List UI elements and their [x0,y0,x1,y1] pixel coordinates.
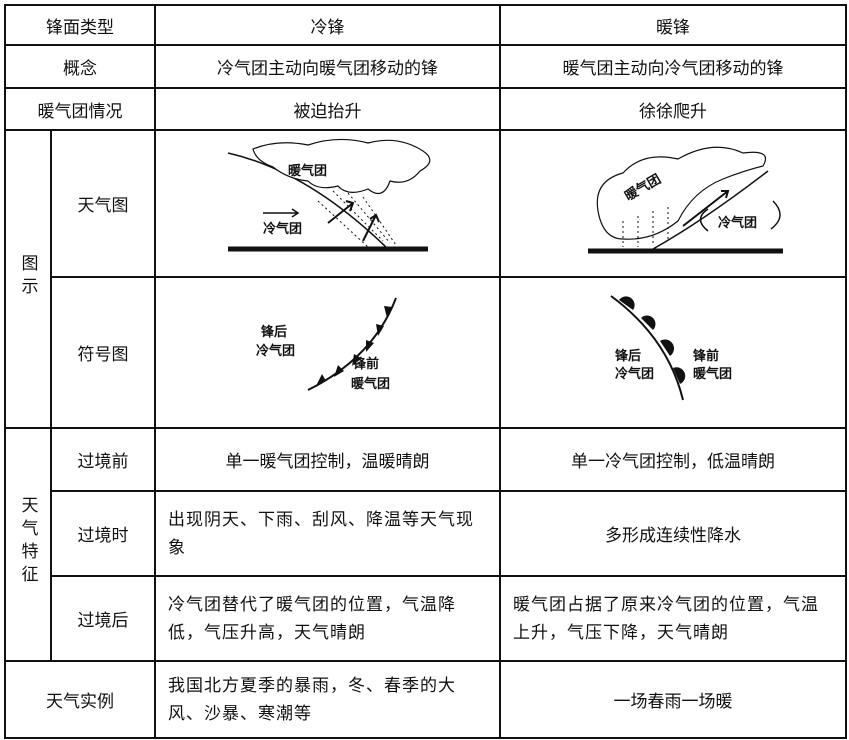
front-symbol [619,296,686,384]
row-label: 过境前 [50,427,156,492]
row-label: 概念 [4,44,156,89]
group-label: 天气特征 [4,427,52,662]
header-cell: 锋面类型 [4,4,156,46]
row: 过境时 出现阴天、下雨、刮风、降温等天气现象 多形成连续性降水 [5,490,847,577]
group-label-text: 图示 [17,253,38,300]
cell: 我国北方夏季的暴雨，冬、春季的大风、沙暴、寒潮等 [154,660,501,739]
diagram-label: 锋前 [353,356,379,372]
diagram-cell: 锋后 冷气团 锋前 暖气团 [499,276,847,429]
row-label: 过境时 [50,490,156,577]
diagram-label: 暖气团 [351,376,390,392]
row-label: 天气图 [50,129,156,278]
arrow [361,213,380,242]
warm-symbol-map: 锋后 冷气团 锋前 暖气团 [610,295,732,401]
arrow [699,200,781,232]
cell: 暖气团占据了原来冷气团的位置，气温上升，气压下降，天气晴朗 [499,575,847,662]
row: 暖气团情况 被迫抬升 徐徐爬升 [4,87,847,131]
front-symbol [315,306,392,386]
diagram-label: 冷气团 [615,366,654,382]
cloud [596,146,767,240]
diagram-cell: 锋后 冷气团 锋前 暖气团 [154,276,501,429]
row: 天气特征 过境前 单一暖气团控制，温暖晴朗 单一冷气团控制，低温晴朗 [4,427,847,662]
diagram-label: 冷气团 [718,215,757,231]
arrow [682,190,730,227]
cell: 一场春雨一场暖 [499,660,847,739]
front-line [227,152,389,250]
row-label: 过境后 [50,575,156,662]
header-row: 锋面类型 冷锋 暖锋 [4,4,847,46]
cell: 单一冷气团控制，低温晴朗 [499,427,847,492]
diagram-label: 冷气团 [256,343,295,359]
rain [622,207,669,247]
diagram-cell: 暖气团 冷气团 [499,129,847,278]
diagram-label: 锋后 [615,348,641,364]
cell: 多形成连续性降水 [499,490,847,577]
cell: 徐徐爬升 [499,87,847,131]
front-line [610,295,684,401]
header-cell: 暖锋 [499,4,847,46]
cloud [251,138,430,195]
row-label: 天气实例 [4,660,156,739]
cell: 冷气团替代了暖气团的位置，气温降低，气压升高，天气晴朗 [154,575,501,662]
row: 图示 天气图 暖气团 冷气团 暖气团 冷气团 [4,129,847,429]
cold-symbol-map: 锋后 冷气团 锋前 暖气团 [256,297,397,392]
cell: 被迫抬升 [154,87,501,131]
cell: 单一暖气团控制，温暖晴朗 [154,427,501,492]
rain [317,190,396,248]
row-label: 符号图 [50,276,156,429]
warm-weather-map: 暖气团 冷气团 [588,146,783,254]
cold-weather-map: 暖气团 冷气团 [227,138,430,252]
arrow [262,208,299,218]
group-label-text: 天气特征 [17,496,38,588]
row: 符号图 锋后 冷气团 锋前 暖气团 锋后 冷气团 锋前 暖气团 [5,276,847,429]
diagram-label: 暖气团 [288,163,327,179]
row: 概念 冷气团主动向暖气团移动的锋 暖气团主动向冷气团移动的锋 [4,44,847,89]
diagram-label: 锋前 [693,348,719,364]
arrow [326,200,354,224]
row-label: 暖气团情况 [4,87,156,131]
front-line [652,170,769,250]
front-table: 锋面类型 冷锋 暖锋 概念 冷气团主动向暖气团移动的锋 暖气团主动向冷气团移动的… [4,4,847,739]
row: 过境后 冷气团替代了暖气团的位置，气温降低，气压升高，天气晴朗 暖气团占据了原来… [5,575,847,662]
cell: 冷气团主动向暖气团移动的锋 [154,44,501,89]
group-label: 图示 [4,129,52,429]
diagram-label: 冷气团 [263,221,302,237]
diagram-label: 锋后 [261,324,287,340]
header-cell: 冷锋 [154,4,501,46]
row: 天气实例 我国北方夏季的暴雨，冬、春季的大风、沙暴、寒潮等 一场春雨一场暖 [4,660,847,739]
cell: 暖气团主动向冷气团移动的锋 [499,44,847,89]
cell: 出现阴天、下雨、刮风、降温等天气现象 [154,490,501,577]
diagram-cell: 暖气团 冷气团 [154,129,501,278]
diagram-label: 暖气团 [693,366,732,382]
